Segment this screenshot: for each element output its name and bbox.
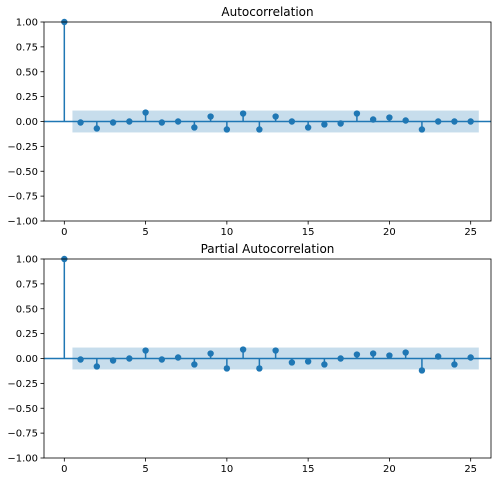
pacf-marker-lag-18 bbox=[353, 351, 361, 358]
acf-panel: Autocorrelation 0 5 10 15 20 25 −1.00 −0.75 −0.5… bbox=[7, 5, 492, 238]
pacf-ytick-label-8: 1.00 bbox=[16, 255, 38, 266]
acf-marker-lag-4 bbox=[126, 118, 133, 125]
pacf-marker-lag-3 bbox=[109, 357, 117, 364]
acf-xtick-label-15: 15 bbox=[302, 227, 315, 238]
acf-title: Autocorrelation bbox=[221, 5, 313, 19]
acf-marker-lag-3 bbox=[109, 119, 117, 126]
acf-ytick-label-5: 0.25 bbox=[16, 92, 38, 103]
pacf-marker-lag-24 bbox=[451, 361, 458, 368]
pacf-xtick-label-15: 15 bbox=[302, 464, 315, 475]
pacf-ytick-label-2: −0.50 bbox=[7, 404, 38, 415]
acf-marker-lag-18 bbox=[353, 110, 361, 117]
acf-marker-lag-25 bbox=[467, 118, 474, 125]
pacf-marker-lag-4 bbox=[126, 355, 133, 362]
acf-ytick-label-0: −1.00 bbox=[7, 217, 38, 228]
acf-marker-lag-2 bbox=[93, 125, 101, 132]
acf-xtick-label-0: 0 bbox=[61, 227, 67, 238]
pacf-marker-lag-17 bbox=[337, 355, 344, 362]
acf-marker-lag-15 bbox=[304, 124, 312, 131]
acf-ytick-label-3: −0.25 bbox=[7, 142, 38, 153]
acf-marker-lag-14 bbox=[288, 118, 296, 125]
acf-ytick-label-6: 0.50 bbox=[16, 67, 38, 78]
pacf-ytick-label-5: 0.25 bbox=[16, 329, 38, 340]
pacf-marker-lag-13 bbox=[272, 347, 279, 354]
pacf-panel: Partial Autocorrelation 0 5 10 15 20 25 −1.00 −… bbox=[7, 242, 492, 475]
acf-marker-lag-21 bbox=[402, 117, 409, 124]
acf-marker-lag-22 bbox=[418, 126, 426, 133]
pacf-marker-lag-8 bbox=[191, 361, 198, 368]
acf-ytick-label-7: 0.75 bbox=[16, 42, 38, 53]
acf-marker-lag-9 bbox=[207, 113, 214, 120]
pacf-ytick-label-3: −0.25 bbox=[7, 379, 38, 390]
acf-marker-lag-16 bbox=[321, 121, 328, 128]
pacf-marker-lag-11 bbox=[239, 346, 247, 353]
pacf-marker-lag-25 bbox=[467, 354, 474, 361]
acf-marker-lag-12 bbox=[256, 126, 263, 133]
acf-marker-lag-17 bbox=[337, 120, 344, 127]
acf-ytick-label-1: −0.75 bbox=[7, 192, 38, 203]
pacf-marker-lag-23 bbox=[434, 353, 442, 360]
acf-marker-lag-11 bbox=[239, 110, 247, 117]
pacf-marker-lag-15 bbox=[304, 358, 312, 365]
pacf-marker-lag-6 bbox=[158, 356, 166, 363]
pacf-xtick-label-25: 25 bbox=[464, 464, 477, 475]
acf-marker-lag-10 bbox=[223, 126, 231, 133]
pacf-marker-lag-22 bbox=[418, 367, 426, 374]
acf-marker-lag-23 bbox=[434, 118, 442, 125]
acf-marker-lag-8 bbox=[191, 124, 198, 131]
acf-marker-lag-1 bbox=[77, 119, 84, 126]
acf-xtick-label-25: 25 bbox=[464, 227, 477, 238]
pacf-marker-lag-2 bbox=[93, 363, 101, 370]
pacf-title: Partial Autocorrelation bbox=[201, 242, 335, 256]
pacf-marker-lag-10 bbox=[223, 365, 231, 372]
acf-marker-lag-19 bbox=[369, 116, 377, 123]
acf-marker-lag-20 bbox=[386, 114, 393, 121]
pacf-marker-lag-20 bbox=[386, 352, 393, 359]
pacf-xtick-label-10: 10 bbox=[220, 464, 233, 475]
pacf-ytick-label-6: 0.50 bbox=[16, 304, 38, 315]
acf-marker-lag-5 bbox=[142, 109, 149, 116]
acf-marker-lag-13 bbox=[272, 113, 279, 120]
acf-xtick-label-20: 20 bbox=[383, 227, 396, 238]
acf-ytick-label-4: 0.00 bbox=[16, 117, 38, 128]
acf-xtick-label-10: 10 bbox=[220, 227, 233, 238]
pacf-ytick-label-7: 0.75 bbox=[16, 279, 38, 290]
pacf-marker-lag-7 bbox=[174, 354, 182, 361]
pacf-marker-lag-9 bbox=[207, 350, 214, 357]
pacf-xtick-label-5: 5 bbox=[142, 464, 148, 475]
pacf-ytick-label-1: −0.75 bbox=[7, 429, 38, 440]
pacf-ytick-label-4: 0.00 bbox=[16, 354, 38, 365]
acf-ytick-label-8: 1.00 bbox=[16, 18, 38, 29]
pacf-xtick-label-0: 0 bbox=[61, 464, 67, 475]
acf-ytick-label-2: −0.50 bbox=[7, 167, 38, 178]
pacf-marker-lag-16 bbox=[321, 361, 328, 368]
pacf-marker-lag-19 bbox=[369, 350, 377, 357]
pacf-marker-lag-14 bbox=[288, 359, 296, 366]
acf-xtick-label-5: 5 bbox=[142, 227, 148, 238]
acf-marker-lag-6 bbox=[158, 119, 166, 126]
acf-marker-lag-24 bbox=[451, 118, 458, 125]
acf-marker-lag-7 bbox=[174, 118, 182, 125]
pacf-marker-lag-5 bbox=[142, 347, 149, 354]
pacf-marker-lag-1 bbox=[77, 356, 84, 363]
pacf-marker-lag-12 bbox=[256, 365, 263, 372]
pacf-marker-lag-21 bbox=[402, 349, 409, 356]
pacf-ytick-label-0: −1.00 bbox=[7, 454, 38, 465]
pacf-xtick-label-20: 20 bbox=[383, 464, 396, 475]
